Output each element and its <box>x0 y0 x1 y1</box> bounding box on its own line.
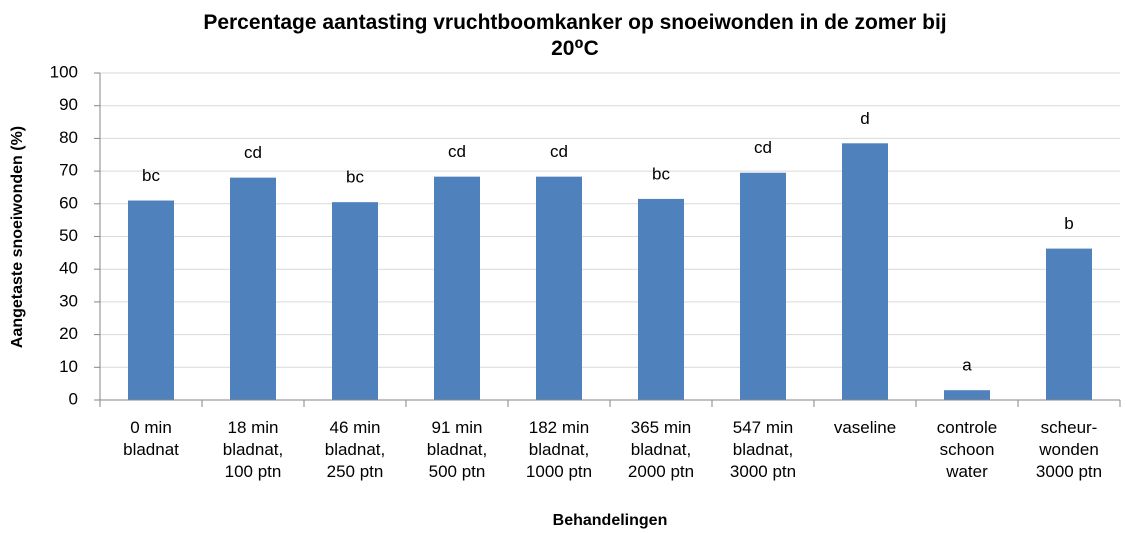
bar <box>842 143 888 400</box>
x-tick-label: 182 min bladnat, 1000 ptn <box>525 418 593 481</box>
y-tick-label: 70 <box>59 161 78 180</box>
y-axis-label: Aangetaste snoeiwonden (%) <box>9 126 26 348</box>
bar <box>332 202 378 400</box>
bar <box>638 198 684 400</box>
bar <box>740 172 786 400</box>
x-tick-label: 365 min bladnat, 2000 ptn <box>627 418 695 481</box>
y-tick-label: 20 <box>59 324 78 343</box>
x-tick-label: 18 min bladnat, 100 ptn <box>222 418 284 481</box>
y-tick-label: 40 <box>59 259 78 278</box>
y-tick-label: 90 <box>59 95 78 114</box>
bar-annotation: b <box>1064 214 1073 233</box>
bar <box>1046 248 1092 400</box>
x-tick-label: controle schoon water <box>936 418 998 481</box>
bar-annotation: a <box>962 356 972 375</box>
y-tick-label: 80 <box>59 128 78 147</box>
bar-annotation: bc <box>142 166 160 185</box>
bar <box>944 390 990 400</box>
bar-annotation: cd <box>448 142 466 161</box>
x-tick-label: 0 min bladnat <box>123 418 179 459</box>
bar-annotation: cd <box>754 138 772 157</box>
y-tick-label: 50 <box>59 226 78 245</box>
bar <box>536 176 582 400</box>
y-tick-label: 60 <box>59 193 78 212</box>
chart-title: Percentage aantasting vruchtboomkanker o… <box>203 11 947 60</box>
x-tick-label: 46 min bladnat, 250 ptn <box>324 418 386 481</box>
y-tick-label: 10 <box>59 357 78 376</box>
y-tick-label: 30 <box>59 291 78 310</box>
bar <box>230 177 276 400</box>
bar-annotation: cd <box>550 142 568 161</box>
bar-annotation: bc <box>346 168 364 187</box>
x-tick-label: 91 min bladnat, 500 ptn <box>426 418 488 481</box>
bar-annotation: d <box>860 109 869 128</box>
y-tick-label: 100 <box>50 62 78 81</box>
x-axis-label: Behandelingen <box>553 512 668 529</box>
bar <box>128 200 174 400</box>
x-tick-label: vaseline <box>833 418 897 437</box>
bar <box>434 176 480 400</box>
x-tick-label: 547 min bladnat, 3000 ptn <box>729 418 797 481</box>
x-tick-label: scheur- wonden 3000 ptn <box>1035 418 1103 481</box>
bar-annotation: bc <box>652 164 670 183</box>
bar-annotation: cd <box>244 143 262 162</box>
y-tick-label: 0 <box>69 389 78 408</box>
